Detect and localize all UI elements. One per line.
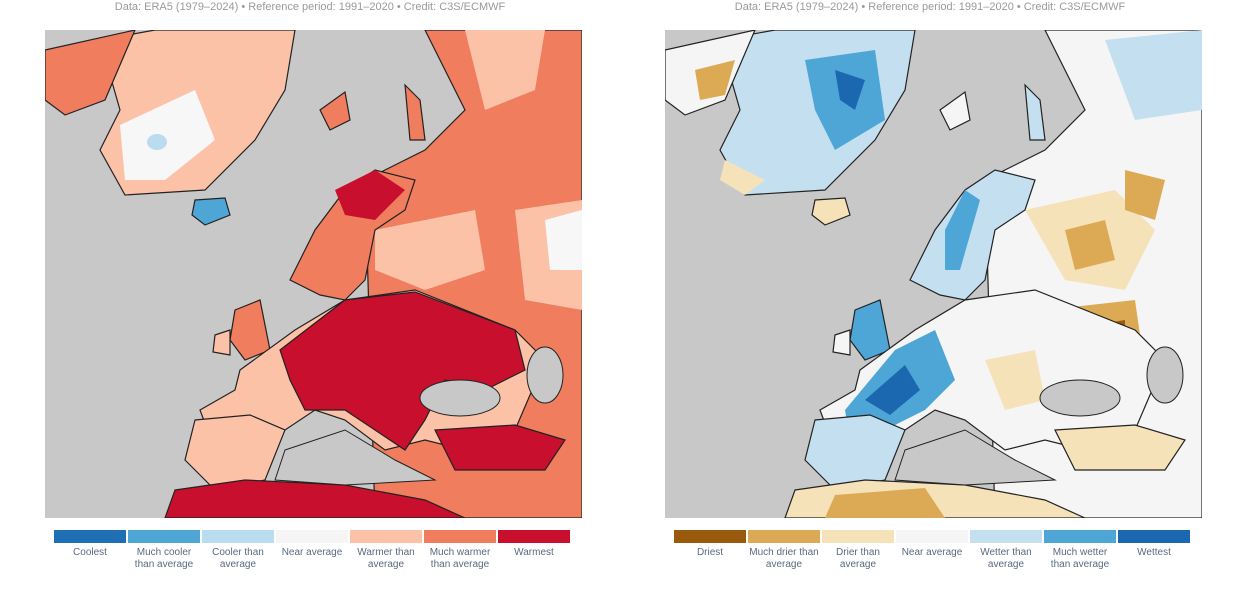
temperature-legend: Coolest Much cooler than average Cooler … [54,530,570,571]
legend-label: Much drier than average [749,547,819,570]
legend-item-warmer: Warmer than average [350,530,422,571]
caption-precipitation: Data: ERA5 (1979–2024) • Reference perio… [734,1,1126,13]
legend-swatch [350,530,422,543]
legend-label: Much wetter than average [1050,547,1110,570]
legend-label: Wettest [1137,547,1171,558]
legend-item-cooler: Cooler than average [202,530,274,571]
legend-item-wettest: Wettest [1118,530,1190,571]
legend-swatch [822,530,894,543]
precipitation-anomaly-map [665,30,1202,518]
legend-item-much-cooler: Much cooler than average [128,530,200,571]
legend-swatch [674,530,746,543]
legend-item-near-average: Near average [896,530,968,571]
legend-label: Coolest [73,547,107,558]
legend-swatch [424,530,496,543]
legend-item-much-warmer: Much warmer than average [424,530,496,571]
legend-label: Near average [281,547,343,558]
legend-label: Wetter than average [980,547,1032,570]
legend-item-driest: Driest [674,530,746,571]
legend-label: Much cooler than average [134,547,194,570]
legend-swatch [1044,530,1116,543]
precipitation-legend: Driest Much drier than average Drier tha… [674,530,1190,571]
legend-swatch [896,530,968,543]
black-sea [419,379,501,417]
legend-label: Driest [696,547,724,558]
legend-swatch [128,530,200,543]
temperature-anomaly-map [45,30,582,518]
legend-label: Cooler than average [212,547,264,570]
legend-item-near-average: Near average [276,530,348,571]
legend-label: Near average [901,547,963,558]
legend-swatch [748,530,820,543]
legend-label: Drier than average [836,547,880,570]
legend-item-warmest: Warmest [498,530,570,571]
legend-label: Much warmer than average [429,547,491,570]
legend-swatch [498,530,570,543]
legend-item-drier: Drier than average [822,530,894,571]
legend-item-much-drier: Much drier than average [748,530,820,571]
legend-item-coolest: Coolest [54,530,126,571]
legend-label: Warmest [514,547,554,558]
legend-swatch [54,530,126,543]
legend-item-much-wetter: Much wetter than average [1044,530,1116,571]
legend-swatch [276,530,348,543]
legend-swatch [202,530,274,543]
legend-label: Warmer than average [357,547,415,570]
legend-item-wetter: Wetter than average [970,530,1042,571]
caption-temperature: Data: ERA5 (1979–2024) • Reference perio… [114,1,506,13]
legend-swatch [1118,530,1190,543]
legend-swatch [970,530,1042,543]
